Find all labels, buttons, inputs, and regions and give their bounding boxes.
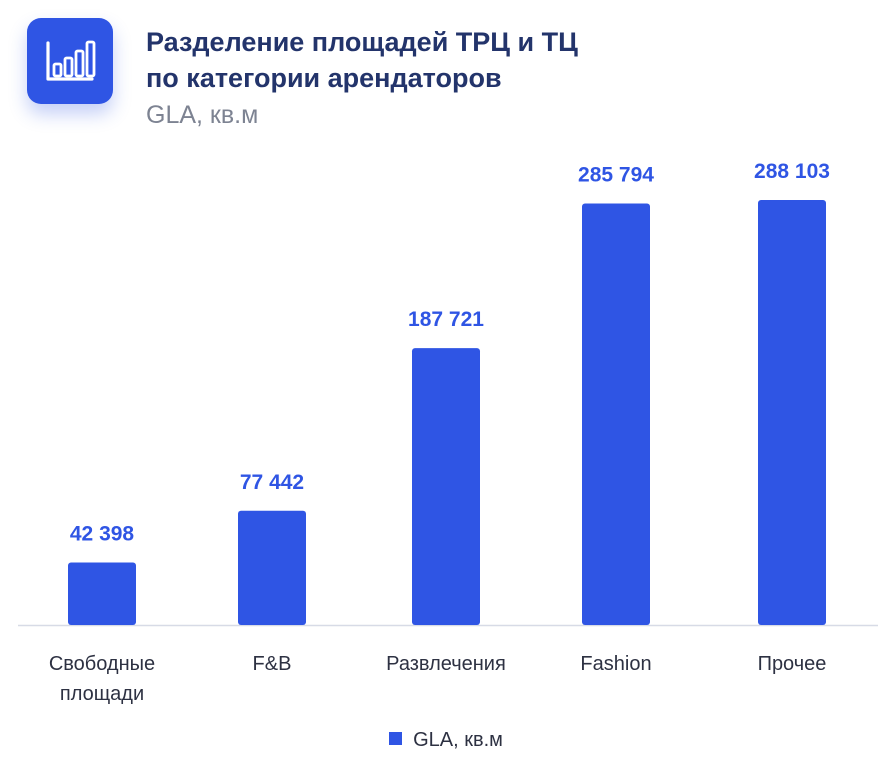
bar xyxy=(758,200,826,625)
legend: GLA, кв.м xyxy=(0,729,892,752)
data-label: 187 721 xyxy=(408,308,484,331)
x-tick-label: площади xyxy=(60,683,144,705)
data-label: 285 794 xyxy=(578,163,654,186)
data-label: 77 442 xyxy=(240,471,304,494)
bar xyxy=(238,510,306,625)
x-tick-label: F&B xyxy=(253,653,292,675)
data-label: 288 103 xyxy=(754,160,830,183)
bar xyxy=(68,562,136,625)
x-tick-label: Развлечения xyxy=(386,653,506,675)
data-label: 42 398 xyxy=(70,522,135,545)
bar-chart-icon xyxy=(27,18,113,104)
x-tick-label: Fashion xyxy=(580,653,651,675)
legend-label: GLA, кв.м xyxy=(413,729,503,751)
legend-swatch xyxy=(389,732,403,746)
bar xyxy=(582,203,650,625)
bar xyxy=(412,348,480,625)
chart-title-line-2: по категории арендаторов xyxy=(146,63,502,93)
chart-subtitle: GLA, кв.м xyxy=(146,101,259,129)
chart-title: Разделение площадей ТРЦ и ТЦ по категори… xyxy=(146,24,706,96)
chart-title-line-1: Разделение площадей ТРЦ и ТЦ xyxy=(146,27,578,57)
x-tick-label: Прочее xyxy=(758,653,827,675)
x-tick-label: Свободные xyxy=(49,653,155,675)
